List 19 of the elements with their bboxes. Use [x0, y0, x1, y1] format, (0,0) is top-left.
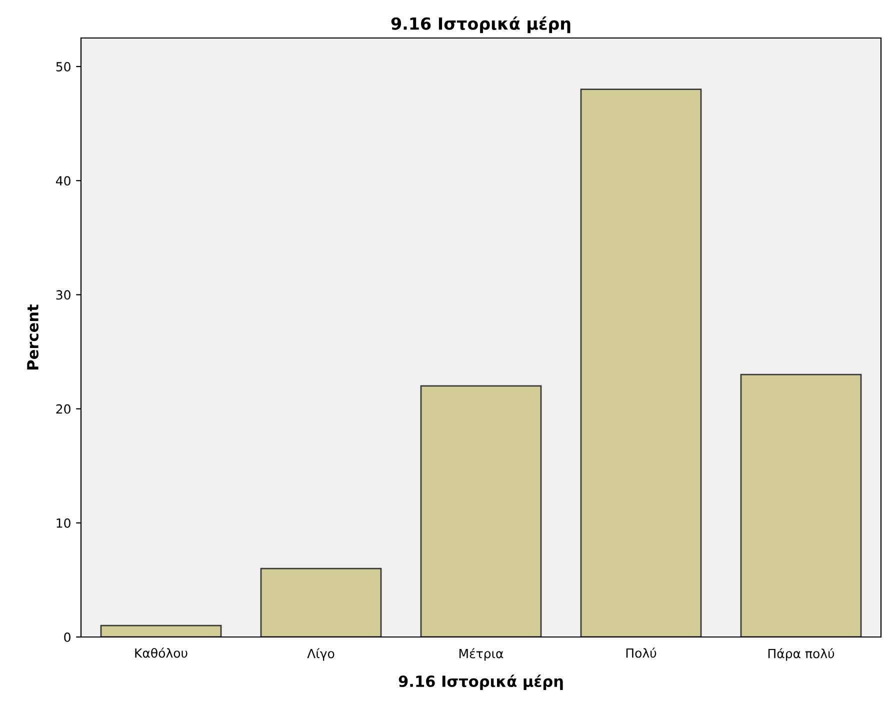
- chart-title: 9.16 Ιστορικά μέρη: [391, 16, 570, 34]
- bar: [260, 568, 382, 637]
- y-axis-title: Percent: [27, 304, 39, 370]
- x-tick-label: Λίγο: [307, 648, 334, 661]
- x-axis-title: 9.16 Ιστορικά μέρη: [398, 674, 563, 690]
- bar: [420, 385, 542, 637]
- y-tick-label: 20: [56, 404, 70, 414]
- y-tick-label: 40: [56, 176, 70, 186]
- bar: [100, 624, 222, 637]
- x-tick-label: Πολύ: [626, 648, 656, 658]
- bar: [740, 374, 862, 637]
- y-tick-label: 30: [56, 290, 70, 300]
- bar: [580, 88, 702, 637]
- y-tick-label: 10: [56, 518, 70, 528]
- y-tick-label: 50: [56, 62, 70, 72]
- y-tick-label: 0: [64, 632, 70, 642]
- x-tick-label: Μέτρια: [459, 648, 504, 661]
- x-tick-label: Πάρα πολύ: [768, 648, 834, 661]
- x-tick-label: Καθόλου: [135, 648, 188, 658]
